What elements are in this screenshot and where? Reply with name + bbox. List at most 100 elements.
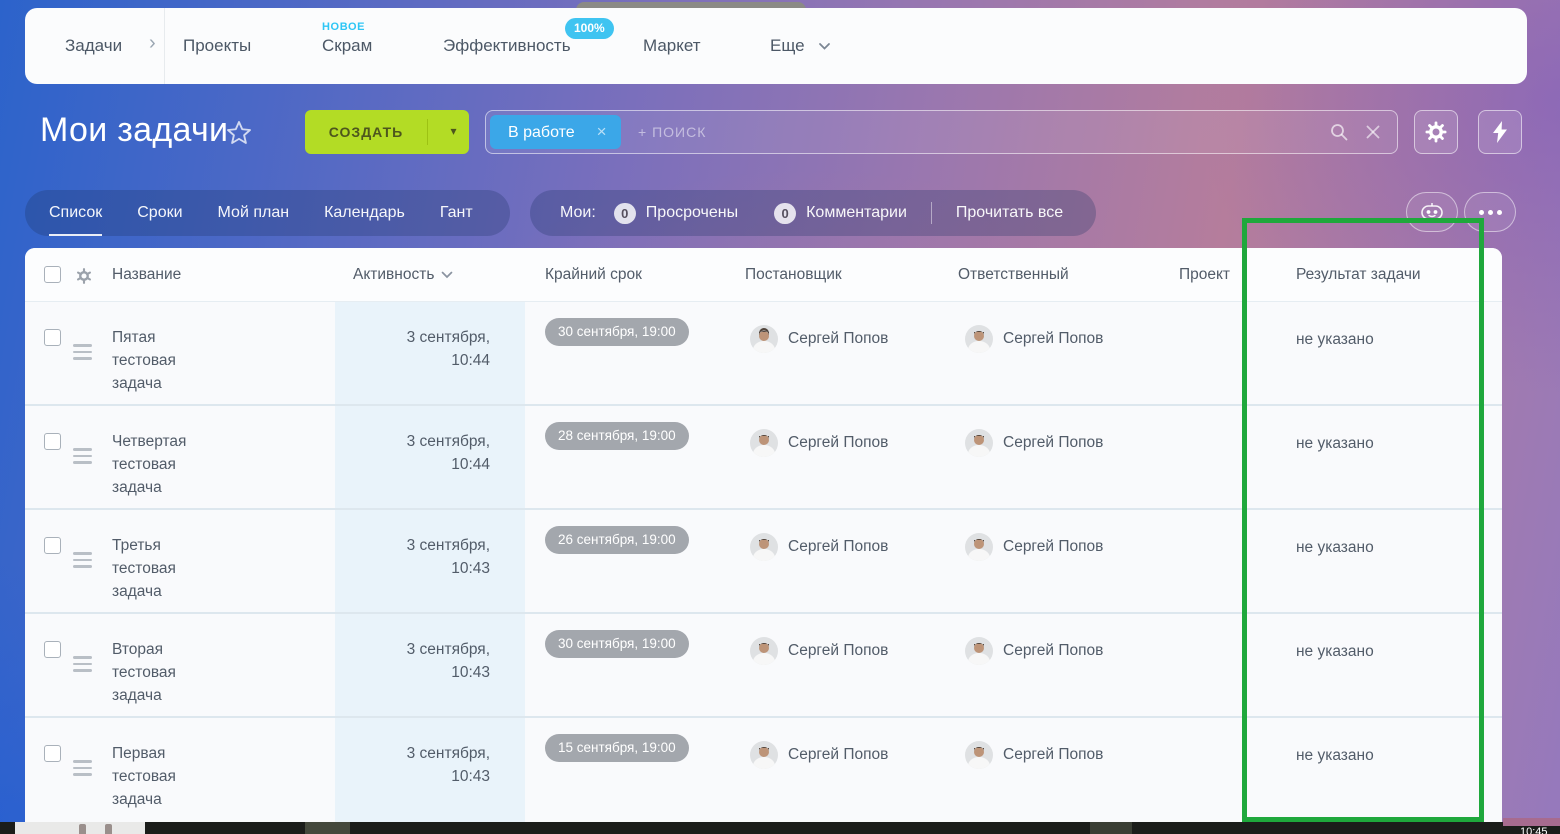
tab-my-plan[interactable]: Мой план (217, 204, 290, 221)
tab-gantt[interactable]: Гант (439, 204, 473, 221)
nav-item-scrum[interactable]: Скрам (322, 36, 373, 55)
creator-name[interactable]: Сергей Попов (788, 330, 889, 347)
automation-button[interactable] (1478, 110, 1522, 154)
row-checkbox[interactable] (44, 329, 61, 346)
responsible-name[interactable]: Сергей Попов (1003, 434, 1104, 451)
table-row[interactable]: Третья тестовая задача 3 сентября, 10:43… (25, 510, 1502, 614)
avatar (750, 325, 778, 353)
search-icon[interactable] (1329, 122, 1349, 142)
deadline-chip[interactable]: 30 сентября, 19:00 (545, 630, 689, 658)
gear-icon (1425, 121, 1447, 143)
responsible-name[interactable]: Сергей Попов (1003, 330, 1104, 347)
task-name[interactable]: Первая тестовая задача (112, 745, 176, 808)
nav-item-efficiency[interactable]: Эффективность (443, 36, 571, 55)
tab-list[interactable]: Список (49, 190, 103, 236)
read-all-button[interactable]: Прочитать все (955, 204, 1064, 221)
avatar (750, 637, 778, 665)
task-name[interactable]: Четвертая тестовая задача (112, 433, 187, 496)
task-creator[interactable]: Сергей Попов (750, 325, 888, 353)
nav-item-market[interactable]: Маркет (643, 36, 701, 55)
column-header-creator[interactable]: Постановщик (745, 266, 842, 283)
row-checkbox[interactable] (44, 641, 61, 658)
task-responsible[interactable]: Сергей Попов (965, 429, 1103, 457)
chevron-right-icon: › (149, 32, 156, 54)
deadline-chip[interactable]: 26 сентября, 19:00 (545, 526, 689, 554)
taskbar-app-segment (305, 822, 350, 834)
avatar (965, 325, 993, 353)
responsible-name[interactable]: Сергей Попов (1003, 746, 1104, 763)
nav-item-projects[interactable]: Проекты (183, 36, 252, 55)
task-responsible[interactable]: Сергей Попов (965, 533, 1103, 561)
task-creator[interactable]: Сергей Попов (750, 429, 888, 457)
responsible-name[interactable]: Сергей Попов (1003, 538, 1104, 555)
filter-chip-label: В работе (508, 124, 575, 141)
task-responsible[interactable]: Сергей Попов (965, 325, 1103, 353)
deadline-chip[interactable]: 28 сентября, 19:00 (545, 422, 689, 450)
taskbar-icon (79, 824, 86, 834)
drag-handle-icon[interactable] (73, 656, 92, 672)
tab-deadlines[interactable]: Сроки (137, 204, 183, 221)
responsible-name[interactable]: Сергей Попов (1003, 642, 1104, 659)
column-header-deadline[interactable]: Крайний срок (545, 266, 642, 283)
row-checkbox[interactable] (44, 433, 61, 450)
chevron-down-icon (819, 43, 830, 50)
background-window-edge (576, 2, 806, 10)
table-row[interactable]: Четвертая тестовая задача 3 сентября, 10… (25, 406, 1502, 510)
drag-handle-icon[interactable] (73, 552, 92, 568)
task-name[interactable]: Пятая тестовая задача (112, 329, 176, 392)
creator-name[interactable]: Сергей Попов (788, 434, 889, 451)
nav-item-tasks[interactable]: Задачи (65, 36, 123, 55)
create-dropdown-caret-icon[interactable]: ▾ (450, 124, 457, 138)
top-navbar: Задачи › Проекты НОВОЕ Скрам 100% Эффект… (25, 8, 1527, 84)
filter-chip-in-progress[interactable]: В работе × (490, 115, 621, 149)
task-creator[interactable]: Сергей Попов (750, 637, 888, 665)
task-responsible[interactable]: Сергей Попов (965, 741, 1103, 769)
creator-name[interactable]: Сергей Попов (788, 538, 889, 555)
create-button[interactable]: СОЗДАТЬ ▾ (305, 110, 469, 154)
overdue-counter[interactable]: Просрочены (645, 204, 739, 221)
column-header-activity[interactable]: Активность (353, 248, 453, 302)
sort-chevron-icon (442, 271, 453, 279)
deadline-chip[interactable]: 30 сентября, 19:00 (545, 318, 689, 346)
task-name[interactable]: Вторая тестовая задача (112, 641, 176, 704)
chip-close-icon[interactable]: × (596, 122, 607, 141)
row-checkbox[interactable] (44, 537, 61, 554)
table-row[interactable]: Первая тестовая задача 3 сентября, 10:43… (25, 718, 1502, 822)
comments-counter[interactable]: Комментарии (806, 204, 907, 221)
column-header-responsible[interactable]: Ответственный (958, 266, 1069, 283)
tab-calendar[interactable]: Календарь (324, 204, 405, 221)
creator-name[interactable]: Сергей Попов (788, 746, 889, 763)
select-all-checkbox[interactable] (44, 266, 61, 283)
column-header-name[interactable]: Название (112, 266, 182, 283)
counters-divider (930, 202, 932, 224)
grid-settings-gear-icon[interactable] (75, 267, 93, 285)
column-header-project[interactable]: Проект (1178, 266, 1230, 283)
clear-search-icon[interactable] (1365, 124, 1381, 140)
task-creator[interactable]: Сергей Попов (750, 741, 888, 769)
search-input[interactable]: В работе × + ПОИСК (485, 110, 1398, 154)
settings-button[interactable] (1414, 110, 1458, 154)
avatar (965, 637, 993, 665)
overdue-count-badge: 0 (613, 202, 636, 224)
table-row[interactable]: Вторая тестовая задача 3 сентября, 10:43… (25, 614, 1502, 718)
drag-handle-icon[interactable] (73, 448, 92, 464)
drag-handle-icon[interactable] (73, 344, 92, 360)
favorite-star-icon[interactable] (224, 118, 254, 148)
more-actions-button[interactable] (1464, 192, 1516, 232)
drag-handle-icon[interactable] (73, 760, 92, 776)
task-creator[interactable]: Сергей Попов (750, 533, 888, 561)
creator-name[interactable]: Сергей Попов (788, 642, 889, 659)
copilot-button[interactable] (1406, 192, 1458, 232)
tasks-table: Название Активность Крайний срок Постано… (25, 248, 1502, 822)
task-result: не указано (1296, 643, 1374, 660)
create-button-divider (427, 119, 428, 145)
row-checkbox[interactable] (44, 745, 61, 762)
column-header-result[interactable]: Результат задачи (1296, 266, 1421, 283)
task-activity: 3 сентября, 10:44 (406, 433, 490, 473)
nav-item-more[interactable]: Еще (770, 36, 805, 55)
deadline-chip[interactable]: 15 сентября, 19:00 (545, 734, 689, 762)
task-responsible[interactable]: Сергей Попов (965, 637, 1103, 665)
task-name[interactable]: Третья тестовая задача (112, 537, 176, 600)
table-row[interactable]: Пятая тестовая задача 3 сентября, 10:44 … (25, 302, 1502, 406)
